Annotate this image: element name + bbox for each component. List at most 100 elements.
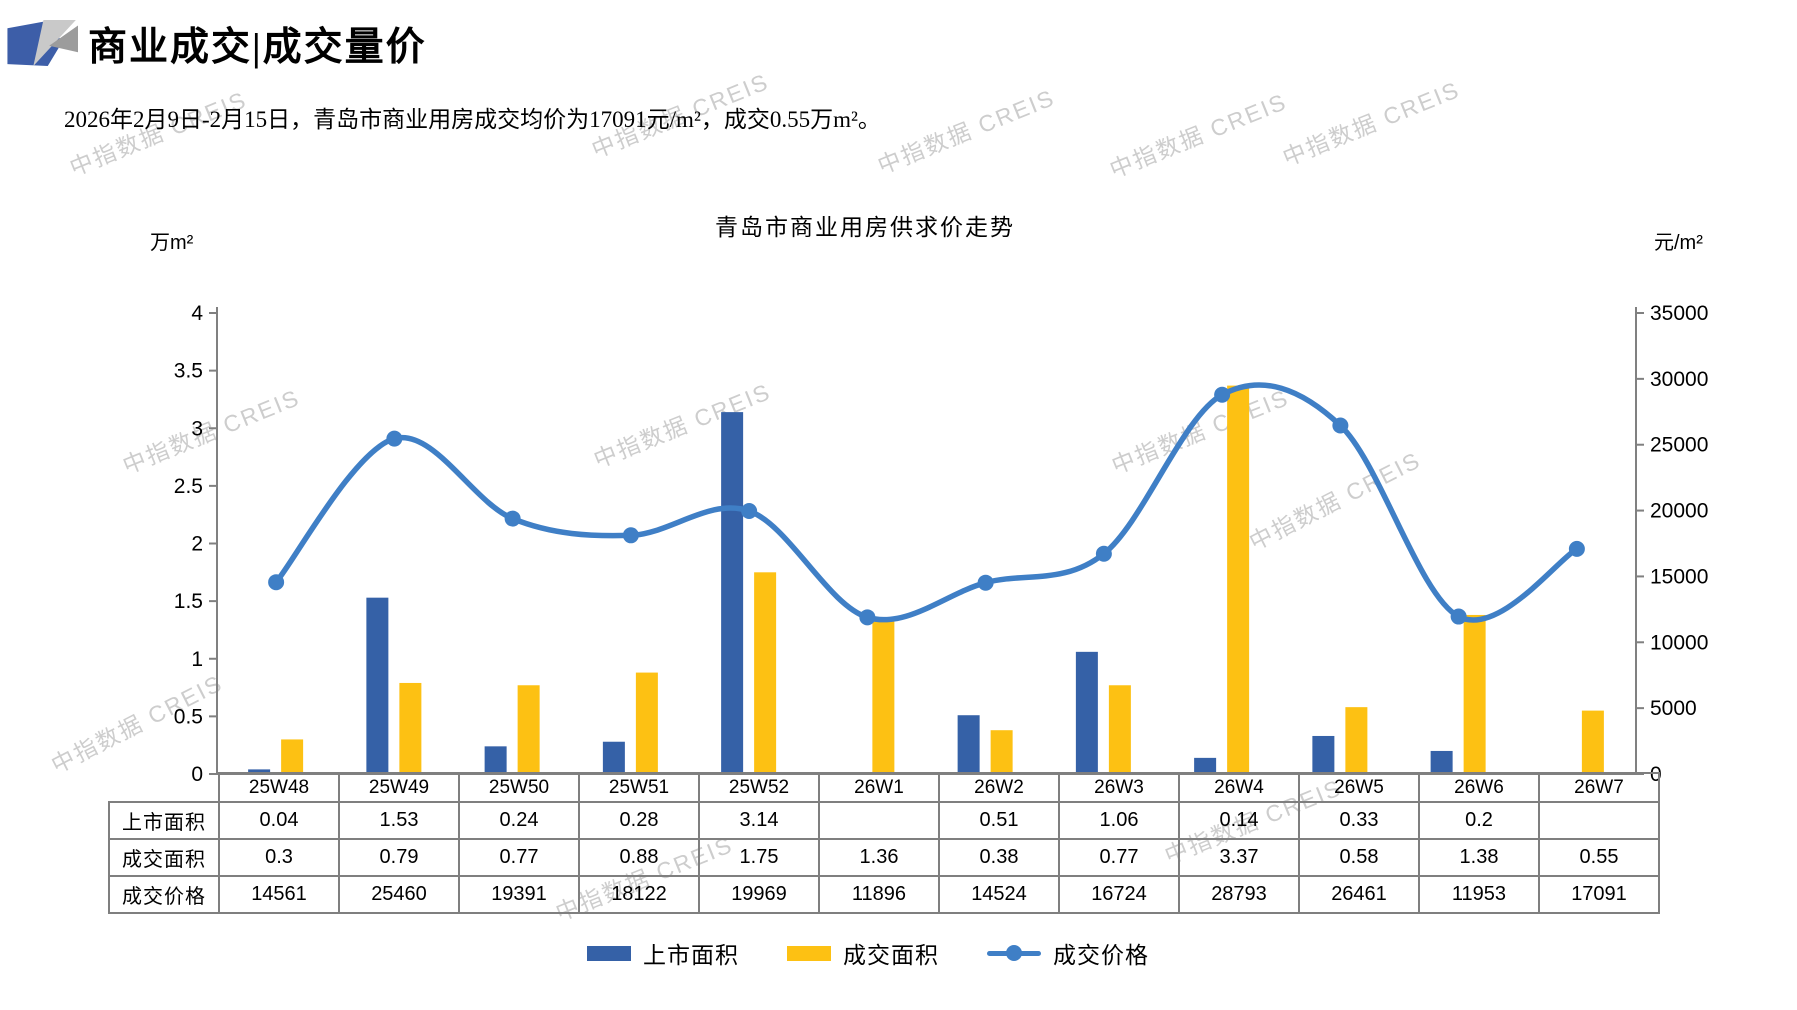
table-value-cell: [1538, 801, 1660, 840]
row-label-cell: 成交价格: [108, 875, 220, 914]
listed-area-bar: [484, 746, 507, 774]
page-title: 商业成交|成交量价: [88, 26, 427, 69]
price-line-marker: [622, 527, 639, 544]
left-tick-label: 3.5: [174, 360, 203, 383]
price-line-marker: [268, 574, 285, 591]
week-header-cell: 26W6: [1418, 772, 1540, 803]
week-header-cell: 26W2: [938, 772, 1060, 803]
table-value-cell: [818, 801, 940, 840]
table-value-cell: 0.77: [1058, 838, 1180, 877]
table-value-cell: 0.55: [1538, 838, 1660, 877]
week-header-cell: 25W49: [338, 772, 460, 803]
price-line-marker: [504, 510, 521, 527]
table-value-cell: 3.37: [1178, 838, 1300, 877]
table-value-cell: 1.38: [1418, 838, 1540, 877]
table-value-cell: 17091: [1538, 875, 1660, 914]
week-header-cell: 26W5: [1298, 772, 1420, 803]
table-value-cell: 19969: [698, 875, 820, 914]
watermark-text: 中指数据 CREIS: [1278, 76, 1464, 171]
summary-text: 2026年2月9日-2月15日，青岛市商业用房成交均价为17091元/m²，成交…: [64, 107, 881, 132]
table-value-cell: 1.06: [1058, 801, 1180, 840]
week-header-cell: 26W4: [1178, 772, 1300, 803]
table-value-cell: 0.88: [578, 838, 700, 877]
table-row: 成交价格 14561 25460 19391 18122 19969 11896 14524 1…: [108, 875, 1660, 914]
right-tick-label: 10000: [1650, 631, 1708, 654]
deal-area-bar: [281, 739, 304, 774]
data-table: 25W48 25W49 25W50 25W51 25W52 26W1 26W2 26W3 26W…: [108, 772, 1660, 914]
table-corner-cell: [109, 773, 219, 802]
left-tick-label: 1: [191, 648, 203, 671]
left-axis-unit-label: 万m²: [150, 232, 194, 254]
table-value-cell: 1.53: [338, 801, 460, 840]
week-header-cell: 26W1: [818, 772, 940, 803]
table-value-cell: 0.3: [218, 838, 340, 877]
table-value-cell: 0.28: [578, 801, 700, 840]
price-line-marker: [1095, 545, 1112, 562]
listed-area-bar: [957, 715, 980, 774]
listed-area-bar: [1075, 651, 1098, 774]
left-tick-label: 4: [191, 302, 203, 325]
right-axis-unit-label: 元/m²: [1654, 232, 1703, 254]
price-line-marker: [741, 502, 758, 519]
table-value-cell: 0.51: [938, 801, 1060, 840]
left-tick-label: 2: [191, 533, 203, 556]
deal-area-bar: [1108, 685, 1131, 774]
creis-logo: [6, 20, 78, 66]
week-header-cell: 25W51: [578, 772, 700, 803]
right-tick-label: 30000: [1650, 368, 1708, 391]
table-value-cell: 18122: [578, 875, 700, 914]
right-tick-label: 15000: [1650, 565, 1708, 588]
listed-area-bar: [366, 597, 389, 774]
week-header-cell: 26W3: [1058, 772, 1180, 803]
price-line: [273, 382, 1580, 623]
table-value-cell: 3.14: [698, 801, 820, 840]
table-value-cell: 26461: [1298, 875, 1420, 914]
deal-area-bar: [1581, 710, 1604, 774]
price-line-marker: [859, 609, 876, 626]
table-value-cell: 28793: [1178, 875, 1300, 914]
deal-area-bar: [517, 685, 540, 774]
legend-item: 上市面积: [587, 936, 739, 970]
table-value-cell: 0.33: [1298, 801, 1420, 840]
table-value-cell: 0.38: [938, 838, 1060, 877]
listed-area-bar: [1312, 735, 1335, 774]
table-value-cell: 16724: [1058, 875, 1180, 914]
legend-bar-swatch: [787, 945, 831, 961]
watermark-text: 中指数据 CREIS: [873, 84, 1059, 179]
legend-label: 成交价格: [1053, 943, 1149, 968]
left-tick-label: 3: [191, 417, 203, 440]
listed-area-bar: [1430, 750, 1453, 774]
table-value-cell: 19391: [458, 875, 580, 914]
deal-area-bar: [399, 682, 422, 774]
row-label-cell: 上市面积: [108, 801, 220, 840]
chart-legend: 上市面积 成交面积 成交价格: [0, 936, 1736, 970]
price-line-marker: [1568, 540, 1585, 557]
right-tick-label: 25000: [1650, 434, 1708, 457]
row-label-cell: 成交面积: [108, 838, 220, 877]
deal-area-bar: [1227, 385, 1250, 774]
right-tick-label: 5000: [1650, 697, 1697, 720]
left-tick-label: 2.5: [174, 475, 203, 498]
table-row: 上市面积 0.04 1.53 0.24 0.28 3.14 0.51 1.06 0.14 0.33…: [108, 801, 1660, 840]
chart-title: 青岛市商业用房供求价走势: [715, 215, 1015, 240]
price-line-marker: [1450, 608, 1467, 625]
deal-area-bar: [990, 730, 1013, 774]
deal-area-bar: [1345, 707, 1368, 774]
listed-area-bar: [1194, 757, 1217, 774]
legend-bar-swatch: [587, 945, 631, 961]
left-tick-label: 0.5: [174, 705, 203, 728]
table-value-cell: 0.79: [338, 838, 460, 877]
legend-item: 成交价格: [987, 936, 1149, 970]
table-value-cell: 1.36: [818, 838, 940, 877]
table-value-cell: 0.2: [1418, 801, 1540, 840]
table-value-cell: 0.58: [1298, 838, 1420, 877]
table-value-cell: 11953: [1418, 875, 1540, 914]
week-header-cell: 25W50: [458, 772, 580, 803]
table-value-cell: 0.14: [1178, 801, 1300, 840]
left-tick-label: 1.5: [174, 590, 203, 613]
right-tick-label: 35000: [1650, 302, 1708, 325]
week-header-cell: 26W7: [1538, 772, 1660, 803]
listed-area-bar: [721, 412, 744, 774]
price-line-marker: [977, 574, 994, 591]
table-value-cell: 14524: [938, 875, 1060, 914]
